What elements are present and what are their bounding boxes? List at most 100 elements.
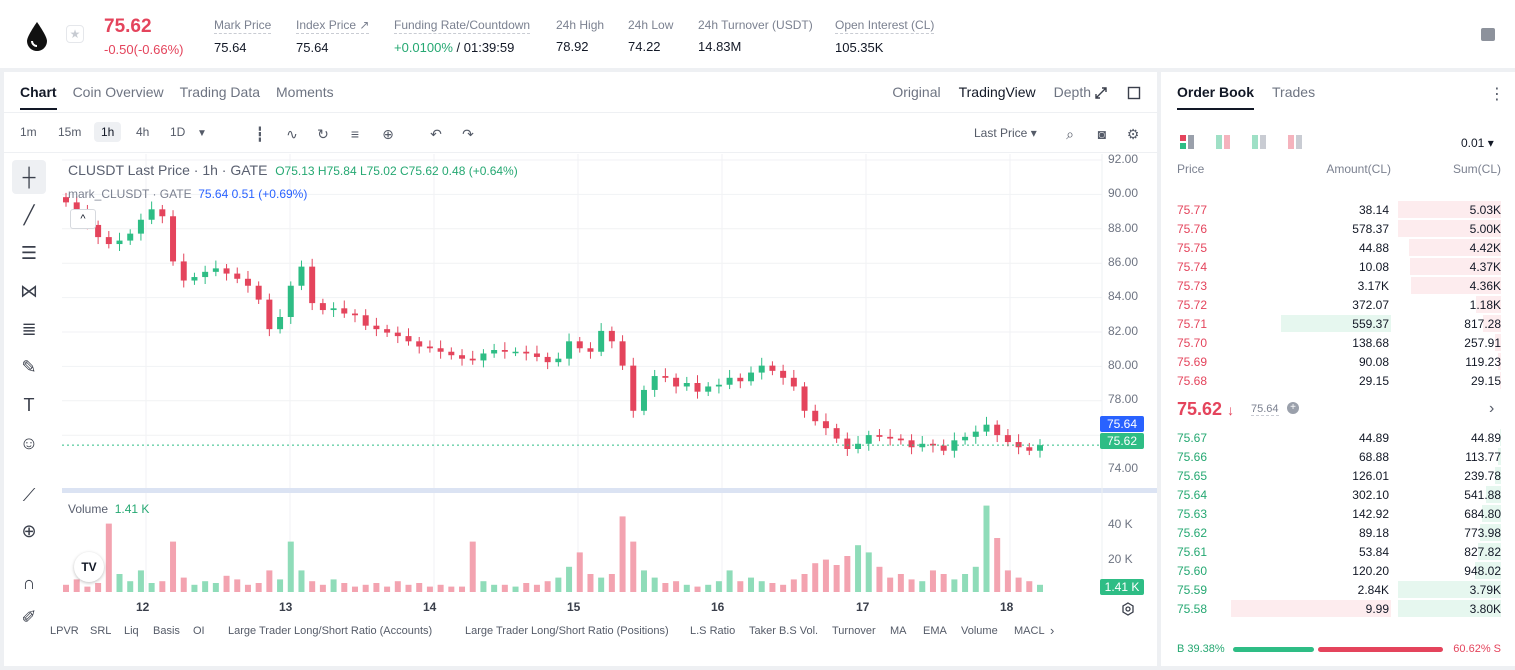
indicators-icon[interactable]: ∿ <box>286 126 298 142</box>
timeframe-dropdown-icon[interactable]: ▼ <box>197 128 207 139</box>
volume-bar <box>523 583 530 592</box>
tab-chart[interactable]: Chart <box>20 84 57 110</box>
volume-bar <box>351 586 358 592</box>
view-tradingview[interactable]: TradingView <box>958 84 1036 100</box>
template-icon[interactable]: ≡ <box>350 126 360 142</box>
timeframe-15m[interactable]: 15m <box>58 125 82 139</box>
bid-row[interactable]: 75.61 53.84 827.82 <box>1161 542 1515 561</box>
search-icon[interactable]: ⌕ <box>1066 126 1074 142</box>
tab-trading-data[interactable]: Trading Data <box>179 84 261 100</box>
favorite-star-icon[interactable]: ★ <box>66 25 84 43</box>
zoom-in-icon[interactable]: ⊕ <box>21 521 37 541</box>
bid-row[interactable]: 75.60 120.20 948.02 <box>1161 561 1515 580</box>
layout-both-icon[interactable] <box>1179 134 1195 150</box>
ask-row[interactable]: 75.71 559.37 817.28 <box>1161 314 1515 333</box>
candle-body <box>159 209 166 217</box>
indicator-turnover[interactable]: Turnover <box>832 625 876 637</box>
bid-row[interactable]: 75.67 44.89 44.89 <box>1161 428 1515 447</box>
ask-row[interactable]: 75.75 44.88 4.42K <box>1161 238 1515 257</box>
tab-order-book[interactable]: Order Book <box>1177 84 1255 110</box>
ask-row[interactable]: 75.72 372.07 1.18K <box>1161 295 1515 314</box>
indicator-lpvr[interactable]: LPVR <box>50 625 79 637</box>
brush-icon[interactable]: ✎ <box>21 357 37 377</box>
ask-row[interactable]: 75.68 29.15 29.15 <box>1161 371 1515 390</box>
indicator-volume[interactable]: Volume <box>961 625 998 637</box>
indicator-ema[interactable]: EMA <box>923 625 947 637</box>
replay-icon[interactable]: ↻ <box>317 126 329 142</box>
indicator-oi[interactable]: OI <box>193 625 205 637</box>
window-icon[interactable] <box>1127 86 1141 100</box>
pencil-lock-icon[interactable]: ✐ <box>21 607 37 627</box>
indicator-taker-bs-vol[interactable]: Taker B.S Vol. <box>749 625 819 637</box>
fib-icon[interactable]: ≣ <box>21 319 37 339</box>
indicator-ma[interactable]: MA <box>890 625 907 637</box>
stat-funding-rate[interactable]: Funding Rate/Countdown +0.0100% / 01:39:… <box>394 18 531 55</box>
view-original[interactable]: Original <box>892 84 941 100</box>
volume-bar <box>277 579 284 592</box>
more-menu-icon[interactable]: ⋮ <box>1489 86 1505 103</box>
magnet-icon[interactable]: ∩ <box>22 573 36 593</box>
timeframe-4h[interactable]: 4h <box>136 125 150 139</box>
indicator-basis[interactable]: Basis <box>153 625 180 637</box>
collapse-legend-button[interactable]: ^ <box>70 209 96 229</box>
horizontal-lines-icon[interactable]: ☰ <box>20 243 38 263</box>
candle-body <box>512 351 519 354</box>
price-chart[interactable] <box>4 72 1157 666</box>
timeframe-1m[interactable]: 1m <box>20 125 37 139</box>
ask-row[interactable]: 75.74 10.08 4.37K <box>1161 257 1515 276</box>
indicator-large-trader-positions[interactable]: Large Trader Long/Short Ratio (Positions… <box>465 625 669 637</box>
precision-selector[interactable]: 0.01 ▾ <box>1461 136 1494 150</box>
candle-type-icon[interactable]: ┇ <box>255 126 265 142</box>
pattern-icon[interactable]: ⋈ <box>20 281 38 301</box>
timeframe-1h[interactable]: 1h <box>94 122 122 142</box>
stat-mark-price[interactable]: Mark Price 75.64 <box>214 18 272 55</box>
indicator-macl[interactable]: MACL <box>1014 625 1045 637</box>
ask-row[interactable]: 75.73 3.17K 4.36K <box>1161 276 1515 295</box>
trend-line-icon[interactable]: ╱ <box>23 205 35 225</box>
camera-icon[interactable]: ◙ <box>1097 126 1107 142</box>
tab-coin-overview[interactable]: Coin Overview <box>72 84 164 100</box>
price-type-selector[interactable]: Last Price ▾ <box>974 126 1037 140</box>
undo-icon[interactable]: ↶ <box>430 126 442 142</box>
ask-row[interactable]: 75.70 138.68 257.91 <box>1161 333 1515 352</box>
pane-divider[interactable] <box>62 488 1157 493</box>
stat-open-interest[interactable]: Open Interest (CL) 105.35K <box>835 18 935 55</box>
redo-icon[interactable]: ↷ <box>462 126 474 142</box>
bid-row[interactable]: 75.65 126.01 239.78 <box>1161 466 1515 485</box>
bid-row[interactable]: 75.66 68.88 113.77 <box>1161 447 1515 466</box>
volume-bar <box>555 577 562 592</box>
bid-row[interactable]: 75.63 142.92 684.80 <box>1161 504 1515 523</box>
view-depth[interactable]: Depth <box>1053 84 1091 100</box>
text-tool-icon[interactable]: T <box>23 395 35 415</box>
chevron-right-icon[interactable]: › <box>1489 400 1495 417</box>
tab-trades[interactable]: Trades <box>1272 84 1316 100</box>
indicator-ls-ratio[interactable]: L.S Ratio <box>690 625 736 637</box>
ask-row[interactable]: 75.69 90.08 119.23 <box>1161 352 1515 371</box>
ask-row[interactable]: 75.77 38.14 5.03K <box>1161 200 1515 219</box>
expand-icon[interactable] <box>1094 86 1108 100</box>
settings-gear-icon[interactable]: ⚙ <box>1126 126 1140 142</box>
scroll-right-icon[interactable]: › <box>1050 623 1055 638</box>
indicator-large-trader-accounts[interactable]: Large Trader Long/Short Ratio (Accounts) <box>228 625 433 637</box>
layout-asks-icon[interactable] <box>1287 134 1303 150</box>
add-indicator-icon[interactable]: ⊕ <box>382 126 394 142</box>
ruler-icon[interactable]: ⟋ <box>22 485 36 505</box>
ask-row[interactable]: 75.76 578.37 5.00K <box>1161 219 1515 238</box>
emoji-icon[interactable]: ☺ <box>19 433 39 453</box>
indicator-liq[interactable]: Liq <box>124 625 139 637</box>
bid-row[interactable]: 75.59 2.84K 3.79K <box>1161 580 1515 599</box>
bid-row[interactable]: 75.58 9.99 3.80K <box>1161 599 1515 618</box>
bid-row[interactable]: 75.62 89.18 773.98 <box>1161 523 1515 542</box>
stat-index-price[interactable]: Index Price ↗ 75.64 <box>296 18 370 55</box>
candle-body <box>116 240 123 245</box>
crosshair-icon[interactable]: ┼ <box>12 160 46 194</box>
guide-book-icon[interactable] <box>1481 28 1495 41</box>
layout-split-icon[interactable] <box>1215 134 1231 150</box>
bid-row[interactable]: 75.64 302.10 541.88 <box>1161 485 1515 504</box>
chart-settings-icon[interactable] <box>1121 602 1135 616</box>
timeframe-1d[interactable]: 1D <box>170 125 186 139</box>
candle-body <box>362 315 369 326</box>
layout-bids-icon[interactable] <box>1251 134 1267 150</box>
tab-moments[interactable]: Moments <box>276 84 334 100</box>
indicator-srl[interactable]: SRL <box>90 625 112 637</box>
